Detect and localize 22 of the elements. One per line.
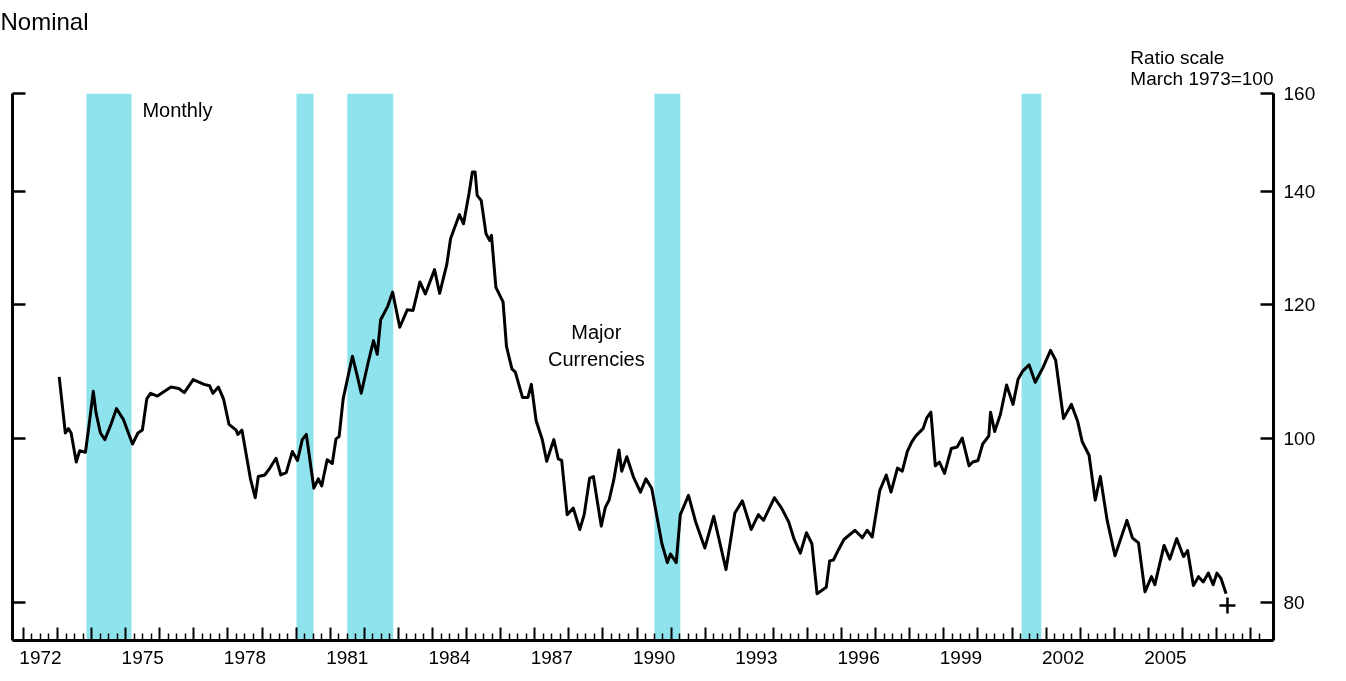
y-axis-title: Ratio scale March 1973=100 — [1130, 46, 1274, 89]
x-tick-label: 1978 — [223, 646, 267, 668]
x-tick-label: 1987 — [530, 646, 573, 668]
x-tick-label: 2005 — [1144, 646, 1187, 668]
x-tick-label: 1993 — [735, 646, 778, 668]
line-series — [57, 170, 1228, 596]
y-tick-label: 140 — [1283, 181, 1316, 203]
chart-title: Nominal — [0, 7, 89, 35]
annotation: Monthly — [142, 98, 213, 121]
y-tick-label: 100 — [1283, 428, 1316, 450]
x-tick-label: 1996 — [837, 646, 880, 668]
series-label: Major Currencies — [547, 320, 645, 370]
y-tick-label: 160 — [1283, 83, 1316, 104]
x-tick-label: 1972 — [19, 646, 62, 668]
x-tick-label: 1975 — [121, 646, 164, 668]
x-tick-label: 2002 — [1042, 646, 1085, 668]
x-tick-label: 1990 — [632, 646, 676, 668]
y-tick-label: 80 — [1283, 592, 1305, 614]
x-tick-label: 1999 — [939, 646, 983, 668]
x-tick-label: 1984 — [428, 646, 472, 668]
x-tick-label: 1981 — [326, 646, 369, 668]
y-tick-label: 120 — [1283, 294, 1316, 316]
